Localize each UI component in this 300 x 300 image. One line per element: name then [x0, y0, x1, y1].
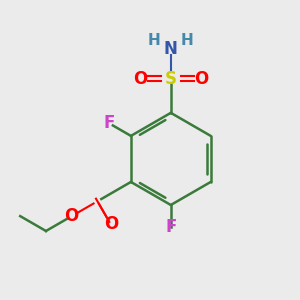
Text: O: O	[104, 215, 118, 233]
Text: N: N	[164, 40, 178, 58]
Text: O: O	[64, 207, 79, 225]
Text: H: H	[148, 32, 161, 47]
Text: O: O	[133, 70, 147, 88]
Text: F: F	[165, 218, 176, 236]
Text: S: S	[165, 70, 177, 88]
Text: H: H	[181, 32, 194, 47]
Text: F: F	[103, 114, 115, 132]
Text: O: O	[194, 70, 208, 88]
